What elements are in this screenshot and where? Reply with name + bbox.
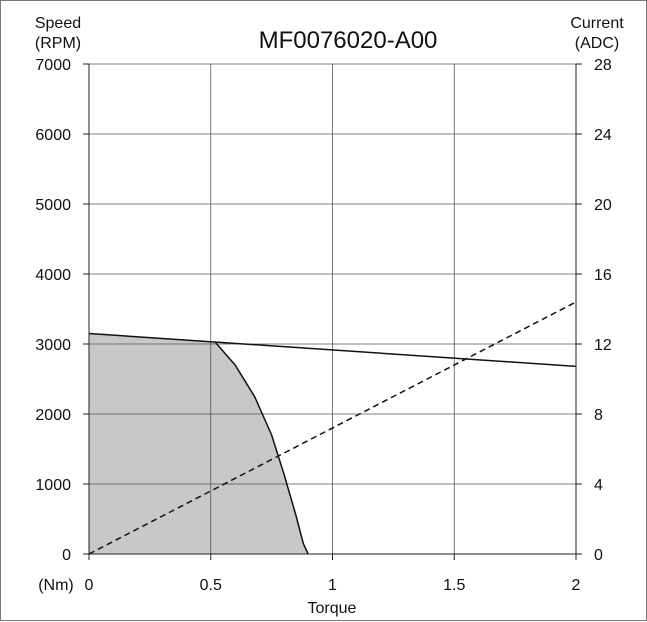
right-tick-label: 12 [594, 337, 612, 354]
x-tick-label: 2 [572, 577, 581, 594]
left-tick-label: 1000 [35, 477, 71, 494]
right-tick-label: 16 [594, 267, 612, 284]
right-tick-label: 0 [594, 547, 603, 564]
left-tick-label: 4000 [35, 267, 71, 284]
left-axis-label-line-1: Speed [35, 15, 81, 32]
right-tick-label: 28 [594, 57, 612, 74]
left-tick-label: 7000 [35, 57, 71, 74]
x-tick-label: 1 [328, 577, 337, 594]
right-tick-label: 20 [594, 197, 612, 214]
right-tick-label: 24 [594, 127, 612, 144]
rated-speed-line [88, 332, 577, 368]
left-tick-label: 6000 [35, 127, 71, 144]
x-tick-label: 0.5 [200, 577, 222, 594]
current-line [88, 301, 577, 555]
chart-title: MF0076020-A00 [259, 27, 438, 54]
right-axis-label-line-1: Current [570, 15, 624, 32]
left-axis-label-line-2: (RPM) [35, 35, 81, 52]
left-tick-label: 0 [62, 547, 71, 564]
right-tick-label: 4 [594, 477, 603, 494]
left-tick-label: 5000 [35, 197, 71, 214]
x-tick-label: 1.5 [443, 577, 465, 594]
left-tick-label: 3000 [35, 337, 71, 354]
x-axis-unit: (Nm) [38, 577, 74, 594]
x-axis-label: Torque [308, 600, 357, 617]
torque-limit-curve [215, 342, 309, 555]
left-tick-label: 2000 [35, 407, 71, 424]
x-tick-label: 0 [85, 577, 94, 594]
right-tick-label: 8 [594, 407, 603, 424]
continuous-region-fill [89, 333, 309, 554]
right-axis-label-line-2: (ADC) [575, 35, 619, 52]
